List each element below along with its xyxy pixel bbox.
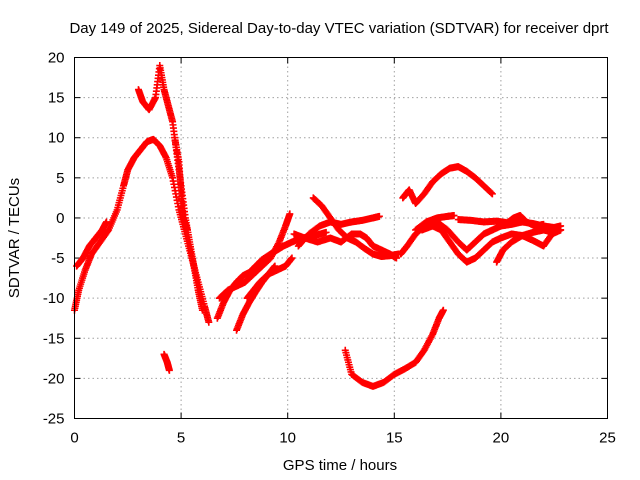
data-series [71,62,565,390]
data-point [102,218,110,226]
plot-frame [74,57,608,419]
series-trace-18 [454,212,548,230]
y-tick-label: 15 [48,90,65,107]
series-trace-12 [290,230,400,262]
data-point [165,366,173,374]
axes: -25 -20 -15 -10 -5 0 5 10 15 20 0 5 10 15 20 25 [43,50,616,447]
y-tick-label: -10 [43,290,65,307]
data-point [183,226,191,234]
series-trace-3 [134,62,206,314]
series-trace-17 [412,212,458,234]
series-trace-15 [399,163,496,208]
x-tick-label: 5 [177,430,185,447]
y-tick-label: -25 [43,411,65,428]
data-point [286,210,294,218]
y-tick-label: 0 [56,210,64,227]
chart-title: Day 149 of 2025, Sidereal Day-to-day VTE… [69,20,609,37]
data-point [450,212,458,220]
data-point [488,189,496,197]
y-tick-label: 5 [56,170,64,187]
series-trace-9 [243,254,296,302]
series-trace-4 [160,350,173,374]
data-point [392,254,400,262]
data-point [488,190,496,198]
x-tick-label: 10 [279,430,296,447]
data-point [375,212,383,220]
y-tick-label: -15 [43,330,65,347]
series-trace-10 [294,212,383,250]
series-trace-19 [493,226,565,266]
x-axis-label: GPS time / hours [283,457,397,474]
data-point [439,306,447,314]
x-tick-label: 15 [386,430,403,447]
series-trace-2 [73,218,110,270]
series-trace-1 [71,135,213,326]
data-point [198,306,206,314]
y-tick-label: 20 [48,50,65,67]
data-point [205,318,213,326]
data-point [322,228,330,236]
series-trace-13 [341,306,447,390]
series-trace-8 [215,210,294,302]
y-tick-label: -5 [51,250,64,267]
data-point [288,254,296,262]
x-tick-label: 25 [599,430,616,447]
x-tick-label: 20 [493,430,510,447]
data-point [557,226,565,234]
y-tick-label: -20 [43,370,65,387]
x-tick-label: 0 [70,430,78,447]
y-tick-label: 10 [48,130,65,147]
y-axis-label: SDTVAR / TECUs [6,178,23,298]
series-trace-5 [171,134,191,234]
